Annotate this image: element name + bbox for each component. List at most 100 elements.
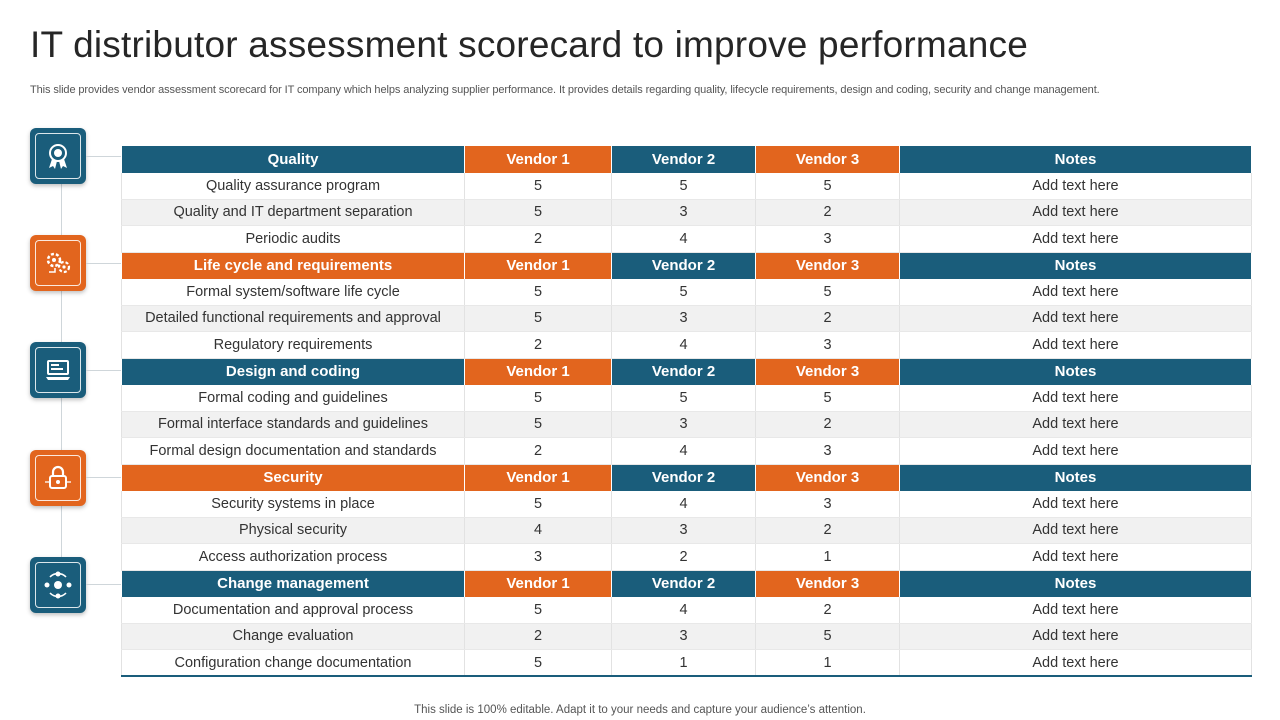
- table-row: Change evaluation 2 3 5 Add text here: [121, 623, 1252, 650]
- vendor1-score: 5: [464, 172, 612, 200]
- vendor1-header: Vendor 1: [464, 464, 612, 491]
- vendor3-score: 3: [755, 225, 900, 253]
- vendor1-score: 3: [464, 543, 612, 571]
- table-row: Configuration change documentation 5 1 1…: [121, 649, 1252, 677]
- table-row: Formal design documentation and standard…: [121, 437, 1252, 465]
- vendor3-header: Vendor 3: [755, 146, 900, 173]
- note-cell: Add text here: [899, 331, 1252, 359]
- note-cell: Add text here: [899, 384, 1252, 412]
- design-coding-tile: [30, 342, 86, 398]
- item-cell: Formal coding and guidelines: [121, 384, 465, 412]
- vendor1-score: 2: [464, 331, 612, 359]
- vendor2-score: 3: [611, 623, 756, 650]
- item-cell: Security systems in place: [121, 490, 465, 518]
- note-cell: Add text here: [899, 543, 1252, 571]
- item-cell: Formal system/software life cycle: [121, 278, 465, 306]
- vendor2-header: Vendor 2: [611, 570, 756, 597]
- item-cell: Formal design documentation and standard…: [121, 437, 465, 465]
- note-cell: Add text here: [899, 623, 1252, 650]
- category-header: Design and coding: [121, 358, 465, 385]
- vendor3-score: 2: [755, 596, 900, 624]
- vendor1-score: 5: [464, 649, 612, 677]
- table-row: Detailed functional requirements and app…: [121, 305, 1252, 332]
- note-cell: Add text here: [899, 517, 1252, 544]
- note-cell: Add text here: [899, 172, 1252, 200]
- process-gears-icon: [46, 252, 71, 274]
- table-row: Quality and IT department separation 5 3…: [121, 199, 1252, 226]
- section-header-quality: Quality Vendor 1 Vendor 2 Vendor 3 Notes: [121, 146, 1252, 173]
- award-icon: [49, 144, 67, 169]
- note-cell: Add text here: [899, 649, 1252, 677]
- vendor2-score: 3: [611, 517, 756, 544]
- note-cell: Add text here: [899, 596, 1252, 624]
- vendor2-score: 4: [611, 331, 756, 359]
- vendor1-score: 5: [464, 199, 612, 226]
- security-tile: [30, 450, 86, 506]
- quality-award-tile: [30, 128, 86, 184]
- vendor1-header: Vendor 1: [464, 146, 612, 173]
- change-cycle-icon: [44, 571, 72, 599]
- note-cell: Add text here: [899, 437, 1252, 465]
- vendor2-score: 4: [611, 490, 756, 518]
- vendor2-score: 4: [611, 225, 756, 253]
- vendor2-header: Vendor 2: [611, 252, 756, 279]
- vendor1-score: 5: [464, 411, 612, 438]
- vendor3-score: 5: [755, 384, 900, 412]
- table-row: Formal interface standards and guideline…: [121, 411, 1252, 438]
- vendor2-header: Vendor 2: [611, 146, 756, 173]
- table-row: Access authorization process 3 2 1 Add t…: [121, 543, 1252, 571]
- notes-header: Notes: [899, 252, 1252, 279]
- item-cell: Detailed functional requirements and app…: [121, 305, 465, 332]
- security-connector: [86, 477, 122, 478]
- vendor1-header: Vendor 1: [464, 570, 612, 597]
- category-header: Quality: [121, 146, 465, 173]
- vendor3-score: 1: [755, 649, 900, 677]
- vendor2-score: 3: [611, 199, 756, 226]
- item-cell: Regulatory requirements: [121, 331, 465, 359]
- vendor2-score: 5: [611, 278, 756, 306]
- laptop-code-icon: [46, 360, 70, 380]
- vendor1-score: 2: [464, 437, 612, 465]
- table-row: Security systems in place 5 4 3 Add text…: [121, 490, 1252, 518]
- page-title: IT distributor assessment scorecard to i…: [30, 24, 1028, 65]
- vendor3-score: 3: [755, 331, 900, 359]
- notes-header: Notes: [899, 464, 1252, 491]
- table-row: Formal coding and guidelines 5 5 5 Add t…: [121, 384, 1252, 412]
- item-cell: Periodic audits: [121, 225, 465, 253]
- section-header-security: Security Vendor 1 Vendor 2 Vendor 3 Note…: [121, 464, 1252, 491]
- scorecard-table: Quality Vendor 1 Vendor 2 Vendor 3 Notes…: [121, 146, 1252, 677]
- vendor2-header: Vendor 2: [611, 464, 756, 491]
- category-header: Life cycle and requirements: [121, 252, 465, 279]
- vendor2-score: 1: [611, 649, 756, 677]
- change-management-connector: [86, 584, 122, 585]
- item-cell: Documentation and approval process: [121, 596, 465, 624]
- vendor3-header: Vendor 3: [755, 464, 900, 491]
- vendor3-score: 3: [755, 437, 900, 465]
- vendor3-score: 1: [755, 543, 900, 571]
- vendor1-header: Vendor 1: [464, 358, 612, 385]
- item-cell: Quality assurance program: [121, 172, 465, 200]
- notes-header: Notes: [899, 146, 1252, 173]
- note-cell: Add text here: [899, 278, 1252, 306]
- vendor2-score: 4: [611, 437, 756, 465]
- vendor1-score: 4: [464, 517, 612, 544]
- vendor3-score: 3: [755, 490, 900, 518]
- table-row: Physical security 4 3 2 Add text here: [121, 517, 1252, 544]
- vendor3-score: 2: [755, 199, 900, 226]
- vendor2-score: 5: [611, 384, 756, 412]
- section-header-design-coding: Design and coding Vendor 1 Vendor 2 Vend…: [121, 358, 1252, 385]
- note-cell: Add text here: [899, 199, 1252, 226]
- vendor2-score: 2: [611, 543, 756, 571]
- item-cell: Configuration change documentation: [121, 649, 465, 677]
- notes-header: Notes: [899, 358, 1252, 385]
- vendor1-score: 5: [464, 596, 612, 624]
- item-cell: Formal interface standards and guideline…: [121, 411, 465, 438]
- item-cell: Access authorization process: [121, 543, 465, 571]
- table-row: Periodic audits 2 4 3 Add text here: [121, 225, 1252, 253]
- vendor1-header: Vendor 1: [464, 252, 612, 279]
- table-row: Formal system/software life cycle 5 5 5 …: [121, 278, 1252, 306]
- design-coding-connector: [86, 370, 122, 371]
- vendor3-score: 5: [755, 278, 900, 306]
- category-header: Change management: [121, 570, 465, 597]
- table-row: Quality assurance program 5 5 5 Add text…: [121, 172, 1252, 200]
